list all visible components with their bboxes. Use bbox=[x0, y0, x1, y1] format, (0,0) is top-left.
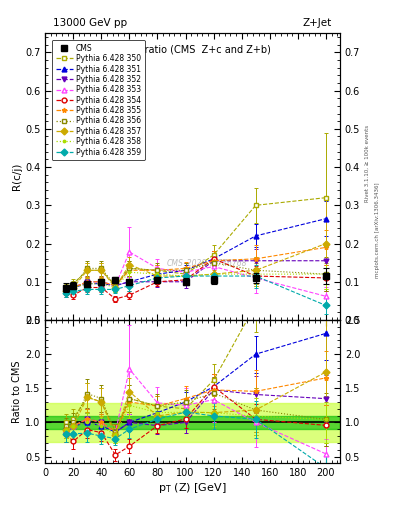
Text: CMS_2020_I1776768: CMS_2020_I1776768 bbox=[167, 258, 248, 267]
Text: pT(Z) ratio (CMS  Z+c and Z+b): pT(Z) ratio (CMS Z+c and Z+b) bbox=[115, 45, 270, 55]
Text: Rivet 3.1.10, ≥ 100k events: Rivet 3.1.10, ≥ 100k events bbox=[365, 125, 370, 202]
Legend: CMS, Pythia 6.428 350, Pythia 6.428 351, Pythia 6.428 352, Pythia 6.428 353, Pyt: CMS, Pythia 6.428 350, Pythia 6.428 351,… bbox=[52, 40, 145, 160]
Y-axis label: R(c/j): R(c/j) bbox=[12, 163, 22, 190]
Y-axis label: Ratio to CMS: Ratio to CMS bbox=[12, 360, 22, 423]
Bar bbox=[45, 416, 340, 429]
Text: mcplots.cern.ch [arXiv:1306.3436]: mcplots.cern.ch [arXiv:1306.3436] bbox=[375, 183, 380, 278]
X-axis label: $\mathrm{p_T}$ (Z) [GeV]: $\mathrm{p_T}$ (Z) [GeV] bbox=[158, 481, 227, 495]
Bar bbox=[45, 403, 340, 441]
Text: Z+Jet: Z+Jet bbox=[303, 18, 332, 28]
Text: 13000 GeV pp: 13000 GeV pp bbox=[53, 18, 127, 28]
